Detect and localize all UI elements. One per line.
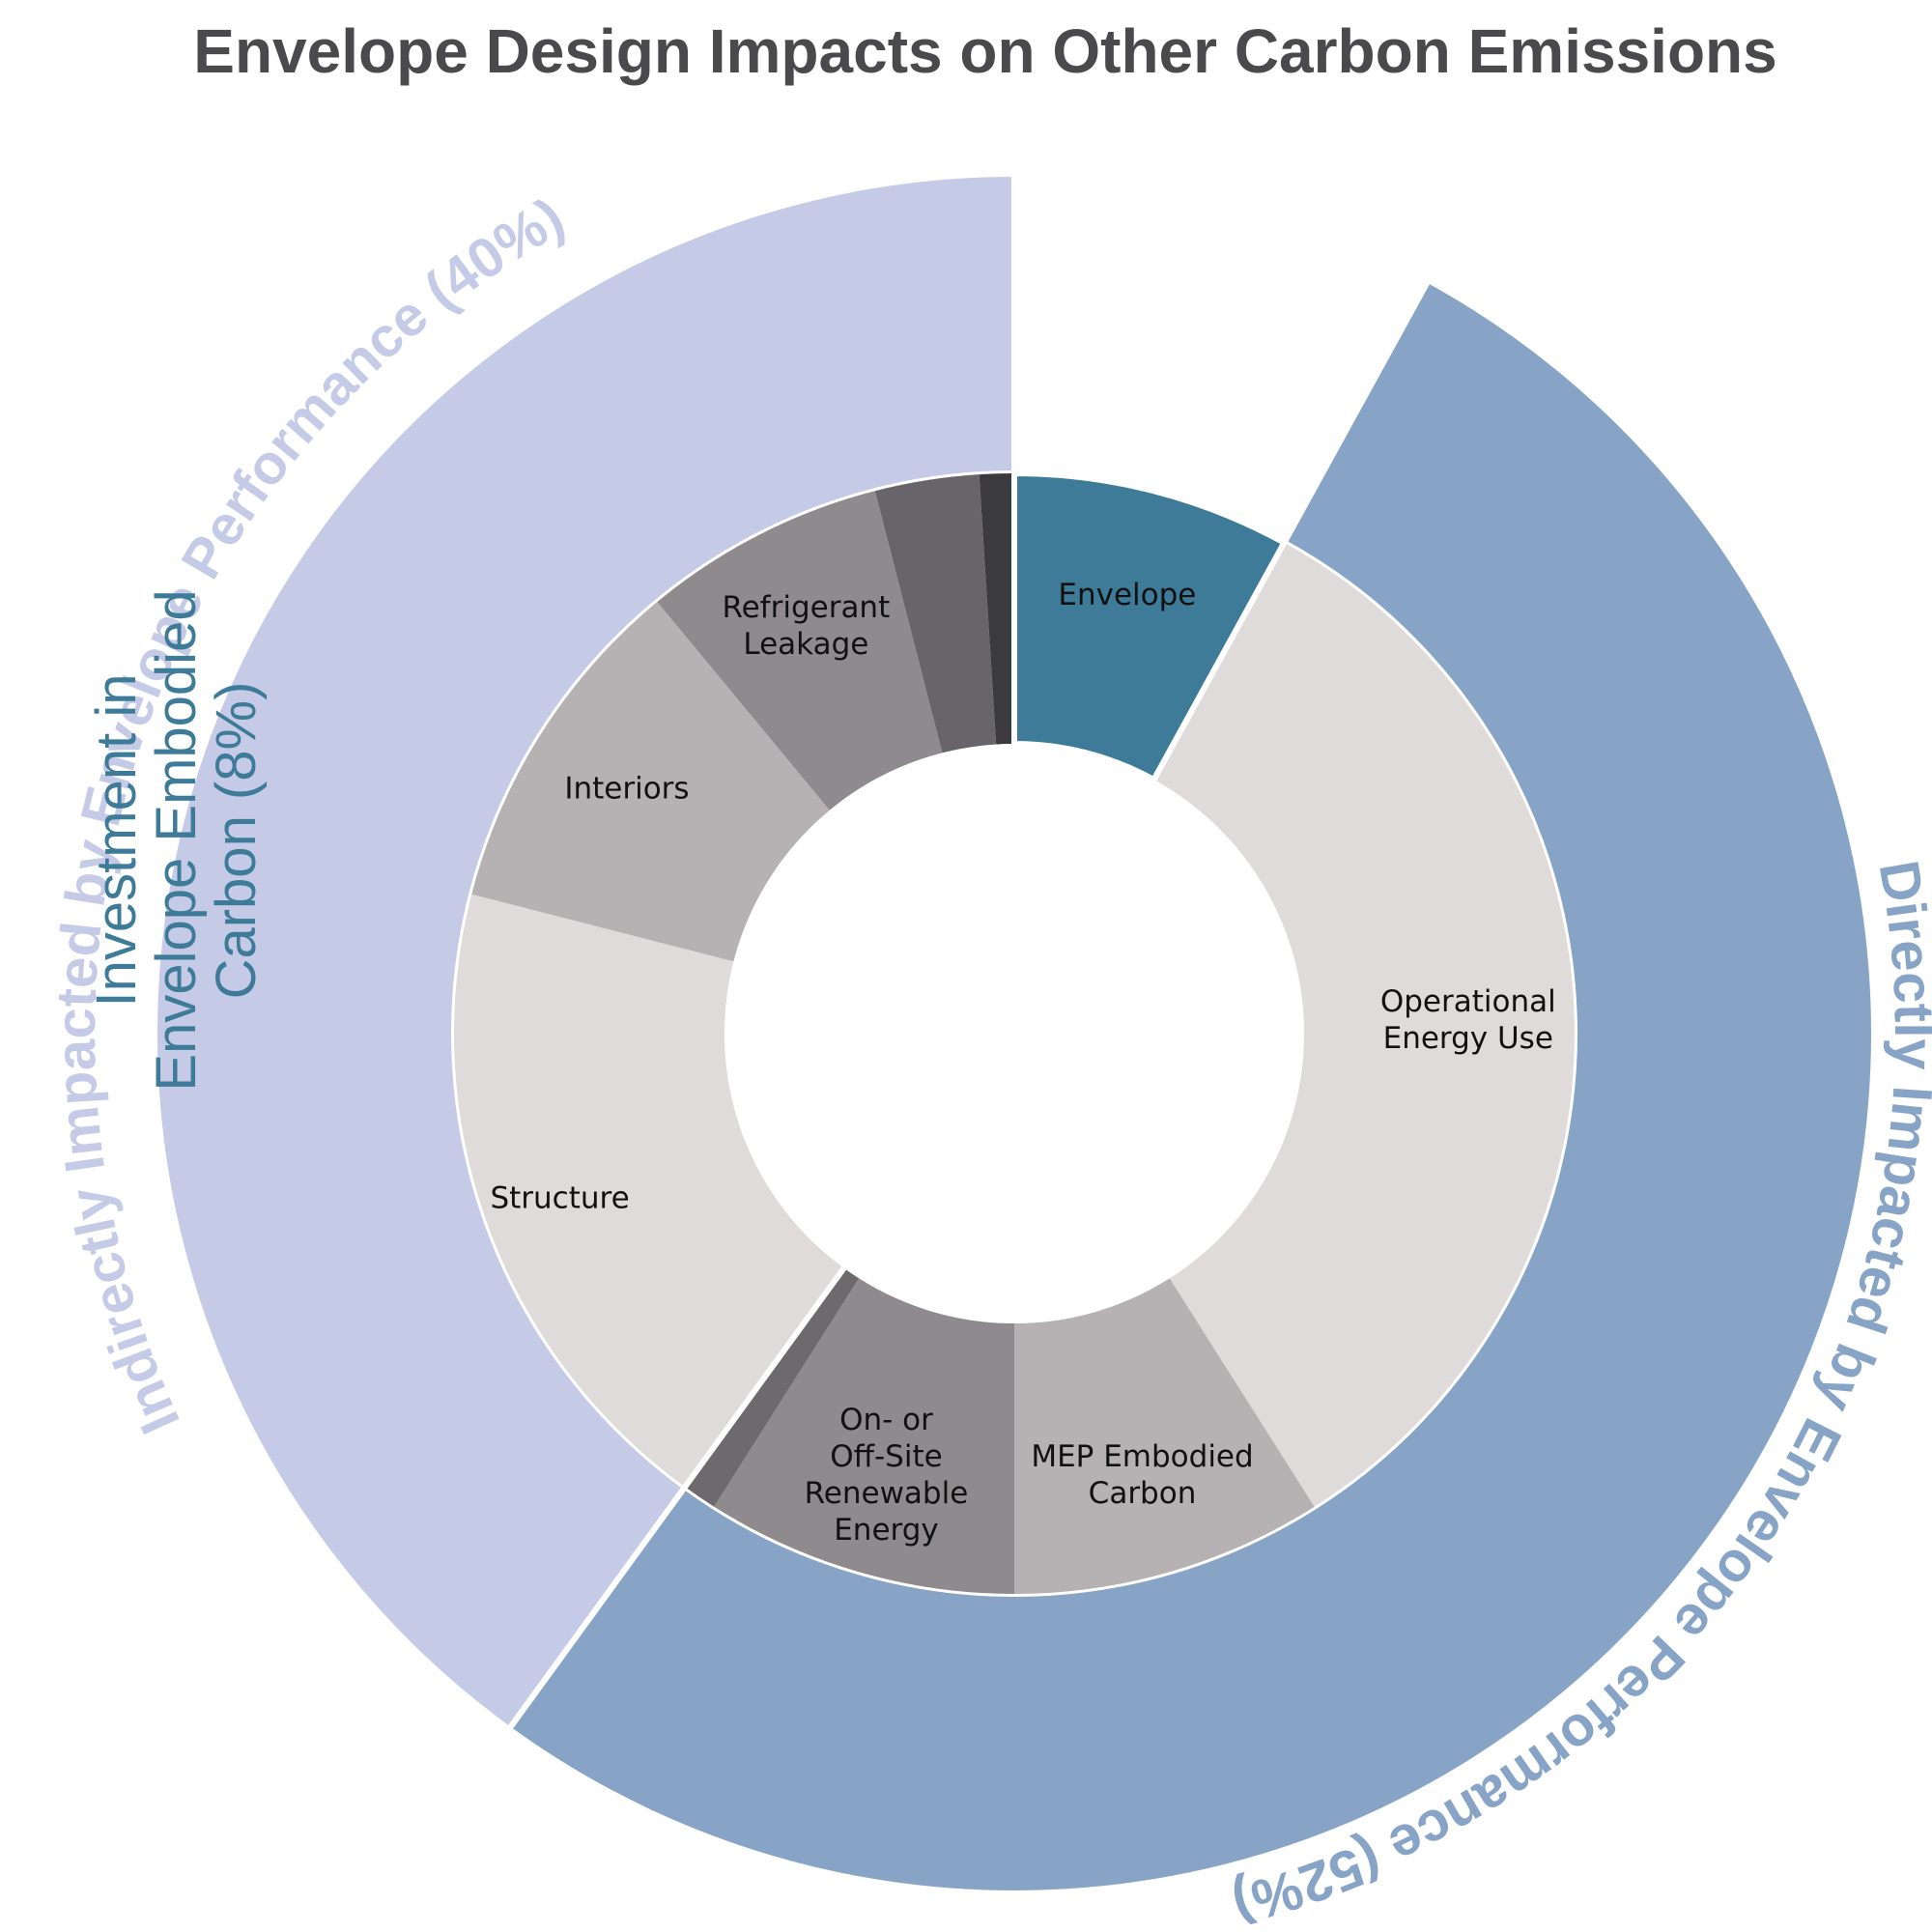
inner-slice-refrigerant-leakage bbox=[657, 491, 943, 810]
group-label-envelope-line: Investment in bbox=[85, 674, 148, 1008]
inner-slice-structure bbox=[454, 894, 844, 1488]
inner-slice-operational-energy-use bbox=[1153, 542, 1576, 1507]
inner-slice-unlabeled-0-0 bbox=[685, 1267, 860, 1507]
group-label-envelope-line: Envelope Embodied bbox=[145, 589, 208, 1091]
center-hole bbox=[724, 744, 1304, 1323]
group-label-envelope-line: Carbon (8%) bbox=[205, 682, 268, 1000]
segment-divider bbox=[506, 1265, 847, 1731]
slice-label-envelope: Envelope bbox=[1058, 578, 1196, 612]
slice-label: Energy Use bbox=[1383, 1021, 1553, 1056]
inner-slice-unlabeled-1-1 bbox=[874, 474, 997, 753]
inner-ring bbox=[454, 174, 1576, 1731]
inner-slice-on-or-off-site-renewable-energy bbox=[714, 1278, 1014, 1594]
slice-label: Operational bbox=[1380, 984, 1556, 1019]
slice-label: On- or bbox=[839, 1403, 933, 1437]
chart-title: Envelope Design Impacts on Other Carbon … bbox=[193, 16, 1776, 86]
slice-label: Renewable bbox=[805, 1476, 969, 1511]
segment-divider bbox=[1151, 278, 1432, 781]
slice-label: MEP Embodied bbox=[1031, 1439, 1253, 1474]
slice-label: Energy bbox=[834, 1513, 939, 1548]
slice-label: Off-Site bbox=[830, 1439, 942, 1474]
inner-slice-unlabeled-1-0 bbox=[979, 473, 1014, 745]
slice-label: Carbon bbox=[1089, 1476, 1197, 1511]
inner-slice-mep-embodied-carbon bbox=[1014, 1278, 1315, 1594]
slice-label: Leakage bbox=[743, 627, 868, 662]
slice-label: Interiors bbox=[564, 771, 689, 806]
inner-slice-interiors bbox=[471, 602, 830, 962]
slice-label: Refrigerant bbox=[722, 590, 890, 625]
slice-label: Structure bbox=[490, 1180, 629, 1215]
